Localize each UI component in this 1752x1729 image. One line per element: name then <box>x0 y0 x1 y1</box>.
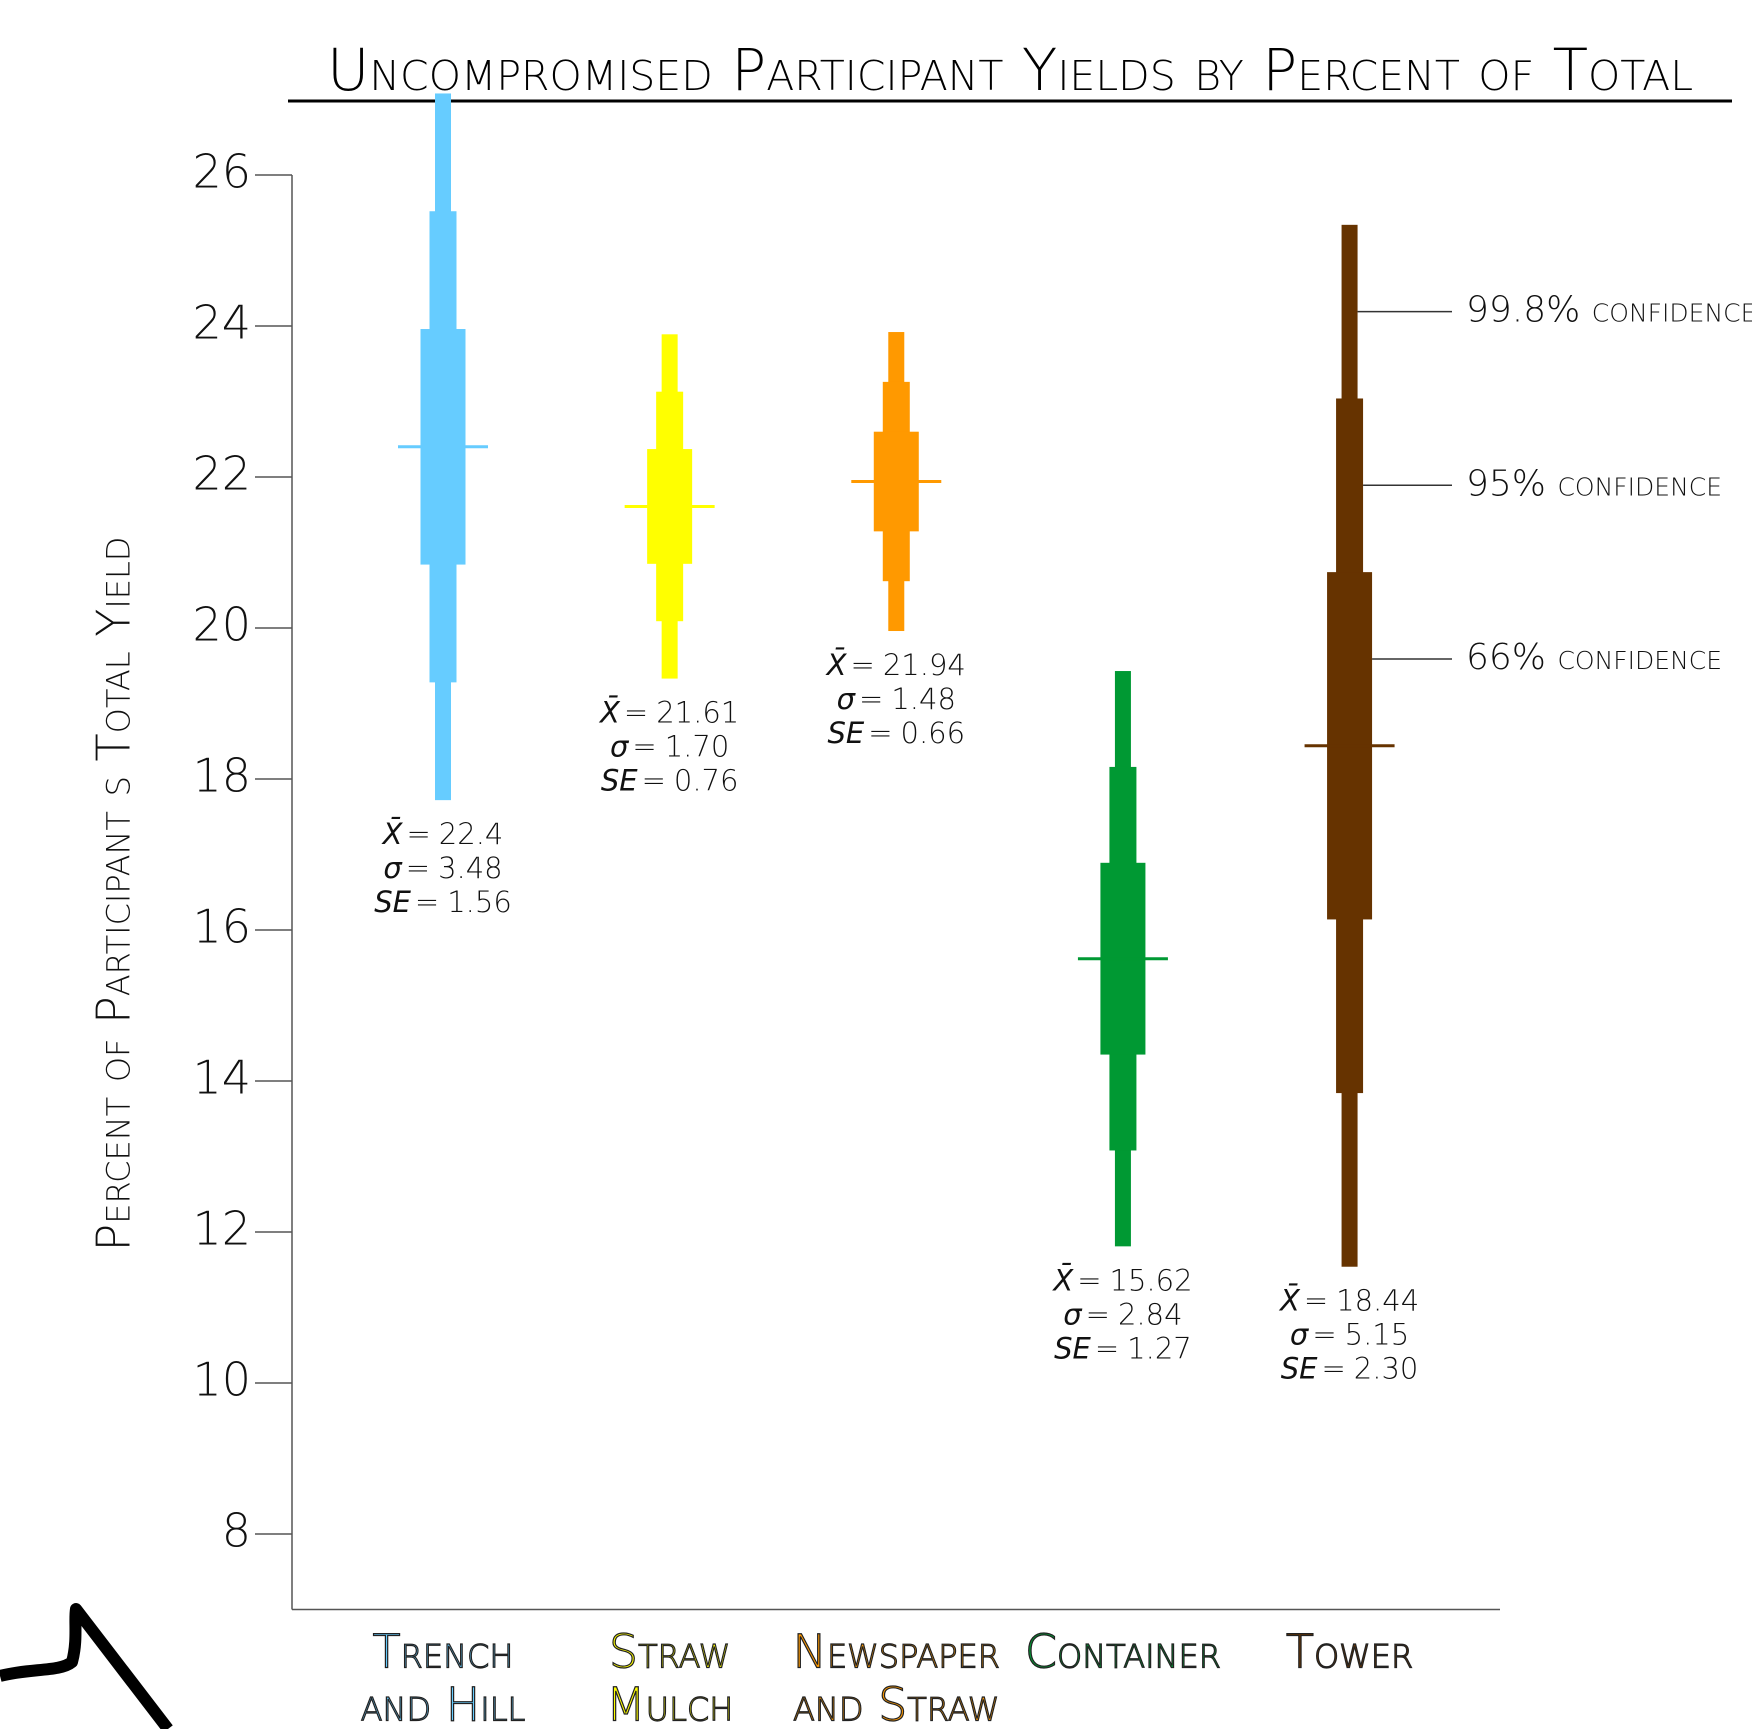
x-tick-label: Newspaper <box>793 1625 1000 1679</box>
stat-value: 22.4 <box>439 817 504 851</box>
stat-value: 0.66 <box>901 716 966 750</box>
stat-value: 21.61 <box>656 696 739 730</box>
x-tick-label: Trench <box>373 1625 514 1679</box>
annotation: 95% confidence <box>1466 463 1722 504</box>
stat-label: X̄ = 21.94 <box>825 648 966 682</box>
stat-label: SE = 1.56 <box>374 885 512 919</box>
stat-label: σ = 5.15 <box>1290 1318 1409 1352</box>
x-tick-label: Straw <box>609 1625 730 1679</box>
stat-value: 3.48 <box>438 851 503 885</box>
stat-equals: = <box>1086 1297 1110 1331</box>
stat-equals: = <box>632 730 656 764</box>
stat-symbol: X̄ <box>1051 1263 1074 1297</box>
stat-value: 1.48 <box>891 682 956 716</box>
stat-value: 2.30 <box>1354 1352 1419 1386</box>
x-tick-label: and Straw <box>793 1678 1000 1729</box>
stat-label: σ = 2.84 <box>1063 1297 1182 1331</box>
stat-label: X̄ = 22.4 <box>381 817 504 851</box>
stat-equals: = <box>851 648 875 682</box>
stat-symbol: X̄ <box>598 695 621 729</box>
y-tick-label: 20 <box>192 598 251 652</box>
y-axis-label: Percent of Participant s Total Yield <box>87 537 141 1252</box>
stat-value: 2.84 <box>1118 1297 1183 1331</box>
decorative-stroke <box>0 1603 173 1729</box>
annotation: 99.8% confidence <box>1466 290 1752 331</box>
x-tick-label: Mulch <box>606 1678 733 1729</box>
x-tick-label: Tower <box>1286 1625 1413 1679</box>
stat-equals: = <box>624 696 648 730</box>
stat-equals: = <box>1095 1331 1119 1365</box>
y-tick-label: 8 <box>222 1504 251 1558</box>
stat-symbol: σ <box>610 730 630 764</box>
stat-equals: = <box>406 817 430 851</box>
stat-equals: = <box>1304 1284 1328 1318</box>
stat-value: 1.70 <box>665 730 730 764</box>
stat-value: 1.56 <box>447 885 512 919</box>
stat-value: 5.15 <box>1345 1318 1410 1352</box>
stat-symbol: SE <box>1054 1331 1091 1365</box>
stat-equals: = <box>642 764 666 798</box>
x-tick-label: Container <box>1025 1625 1221 1679</box>
stat-label: SE = 1.27 <box>1054 1331 1192 1365</box>
y-tick-label: 12 <box>192 1202 251 1256</box>
y-tick-label: 16 <box>192 900 251 954</box>
stat-equals: = <box>868 716 892 750</box>
stat-symbol: X̄ <box>825 648 848 682</box>
stat-equals: = <box>1321 1352 1345 1386</box>
chart-title: Uncompromised Participant Yields by Perc… <box>327 36 1693 104</box>
stat-value: 21.94 <box>883 648 966 682</box>
stat-symbol: σ <box>383 851 403 885</box>
stat-label: X̄ = 18.44 <box>1278 1283 1419 1317</box>
stat-label: SE = 0.76 <box>601 764 739 798</box>
y-tick-label: 18 <box>192 749 251 803</box>
stat-symbol: SE <box>374 885 411 919</box>
stat-equals: = <box>415 885 439 919</box>
y-tick-label: 22 <box>192 447 251 501</box>
stat-equals: = <box>1312 1318 1336 1352</box>
y-tick-label: 10 <box>192 1353 251 1407</box>
stat-label: SE = 2.30 <box>1281 1352 1419 1386</box>
stat-label: σ = 3.48 <box>383 851 502 885</box>
stat-value: 18.44 <box>1336 1284 1419 1318</box>
annotation: 66% confidence <box>1466 637 1722 678</box>
stat-value: 1.27 <box>1127 1331 1192 1365</box>
stat-symbol: SE <box>1281 1352 1318 1386</box>
stat-equals: = <box>859 682 883 716</box>
y-tick-label: 26 <box>192 145 251 199</box>
stat-symbol: σ <box>1290 1318 1310 1352</box>
stat-symbol: SE <box>601 764 638 798</box>
stat-label: X̄ = 15.62 <box>1051 1263 1192 1297</box>
y-tick-label: 14 <box>192 1051 251 1105</box>
stat-symbol: SE <box>827 716 864 750</box>
y-tick-label: 24 <box>192 296 251 350</box>
stat-label: SE = 0.66 <box>827 716 965 750</box>
stat-value: 15.62 <box>1110 1263 1193 1297</box>
stat-label: σ = 1.48 <box>837 682 956 716</box>
stat-symbol: σ <box>1063 1297 1083 1331</box>
stat-label: σ = 1.70 <box>610 730 729 764</box>
stat-symbol: X̄ <box>381 817 404 851</box>
stat-label: X̄ = 21.61 <box>598 695 739 729</box>
x-tick-label: and Hill <box>361 1678 526 1729</box>
stat-symbol: σ <box>837 682 857 716</box>
stat-symbol: X̄ <box>1278 1283 1301 1317</box>
stat-equals: = <box>1077 1263 1101 1297</box>
stat-equals: = <box>406 851 430 885</box>
stat-value: 0.76 <box>674 764 739 798</box>
